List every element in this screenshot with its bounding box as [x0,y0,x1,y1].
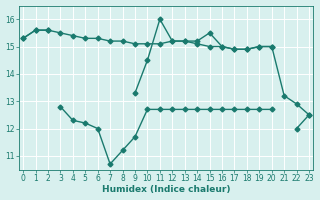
X-axis label: Humidex (Indice chaleur): Humidex (Indice chaleur) [102,185,230,194]
